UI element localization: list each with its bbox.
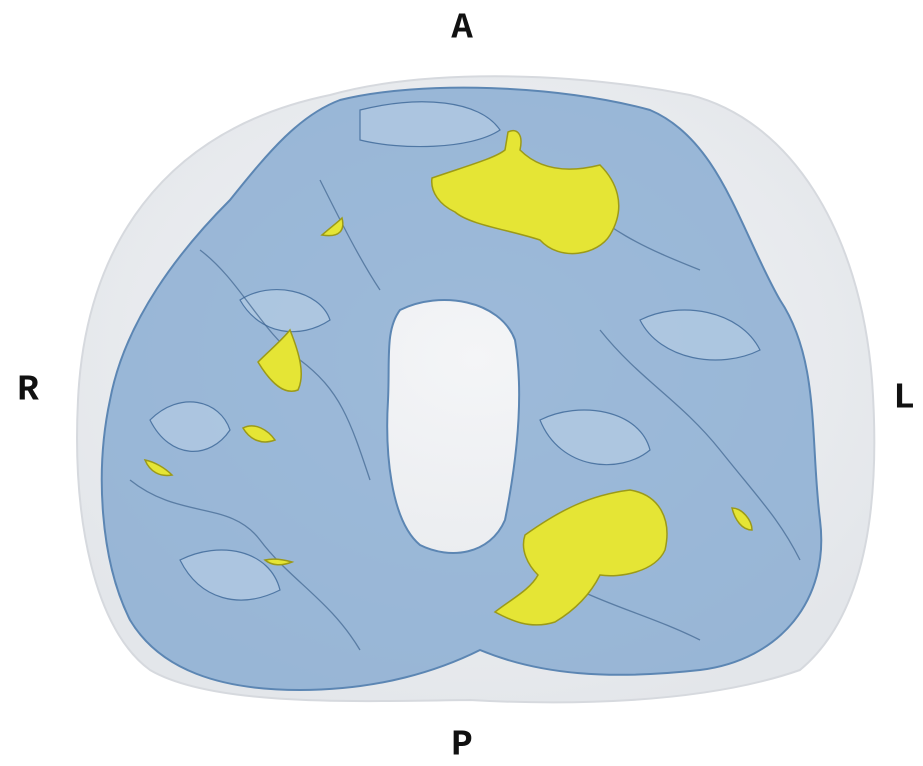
label-left: L — [893, 378, 915, 419]
page: {"orientation": {"anterior": "A", "poste… — [0, 0, 923, 766]
brain-render: A P R L — [0, 0, 923, 766]
label-right: R — [17, 370, 39, 411]
label-posterior: P — [451, 725, 473, 766]
label-anterior: A — [451, 8, 473, 49]
